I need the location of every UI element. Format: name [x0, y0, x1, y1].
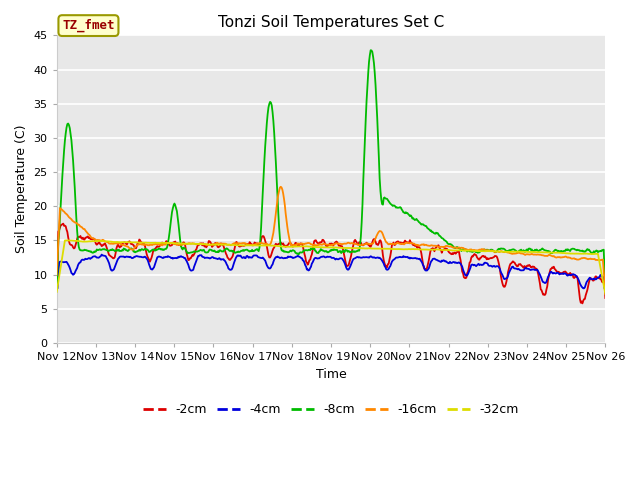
X-axis label: Time: Time — [316, 368, 346, 381]
Y-axis label: Soil Temperature (C): Soil Temperature (C) — [15, 125, 28, 253]
Title: Tonzi Soil Temperatures Set C: Tonzi Soil Temperatures Set C — [218, 15, 444, 30]
Legend: -2cm, -4cm, -8cm, -16cm, -32cm: -2cm, -4cm, -8cm, -16cm, -32cm — [138, 398, 524, 421]
Text: TZ_fmet: TZ_fmet — [62, 19, 115, 32]
